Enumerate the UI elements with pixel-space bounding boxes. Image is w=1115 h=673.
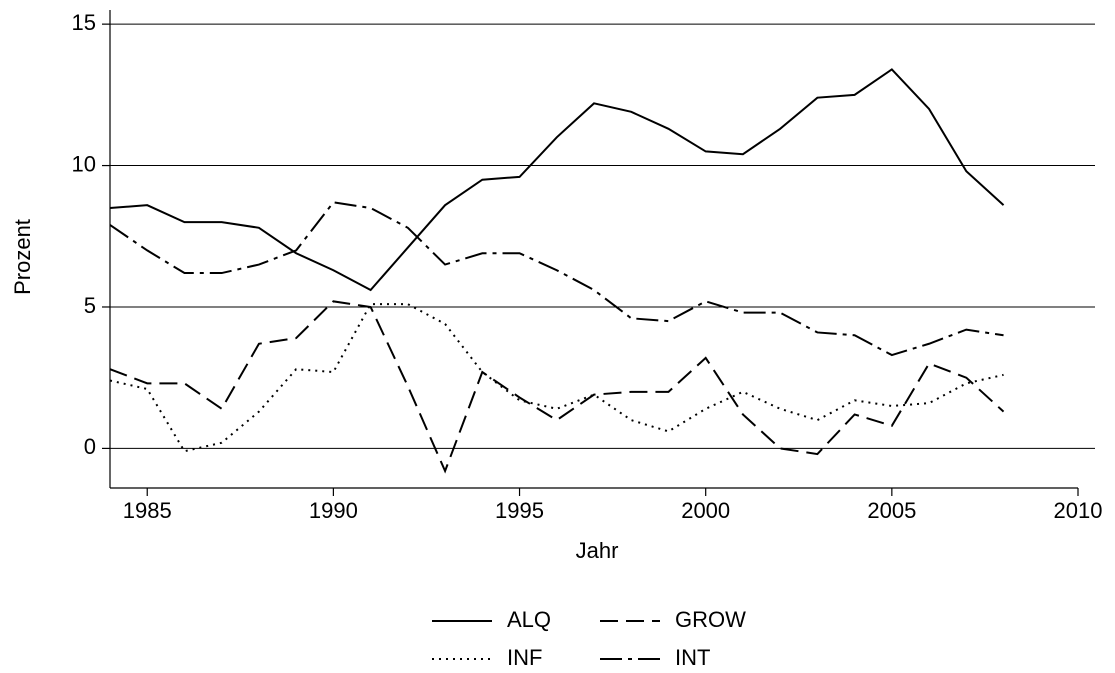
series-line: [109, 68, 1005, 292]
x-tick-label: 1995: [495, 498, 544, 523]
y-tick-label: 15: [72, 10, 96, 35]
y-tick-label: 0: [84, 434, 96, 459]
x-tick-label: 2000: [681, 498, 730, 523]
series-line: [109, 201, 1004, 357]
legend-label: GROW: [675, 607, 746, 632]
legend-label: INF: [507, 645, 542, 670]
legend-label: INT: [675, 645, 710, 670]
y-tick-label: 5: [84, 293, 96, 318]
series-line: [109, 303, 1004, 453]
x-tick-label: 2010: [1054, 498, 1103, 523]
y-axis-label: Prozent: [10, 219, 35, 295]
x-axis-label: Jahr: [576, 538, 619, 563]
series-line: [109, 300, 1005, 474]
x-tick-label: 2005: [867, 498, 916, 523]
x-tick-label: 1985: [123, 498, 172, 523]
x-tick-label: 1990: [309, 498, 358, 523]
y-tick-label: 10: [72, 151, 96, 176]
legend-label: ALQ: [507, 607, 551, 632]
